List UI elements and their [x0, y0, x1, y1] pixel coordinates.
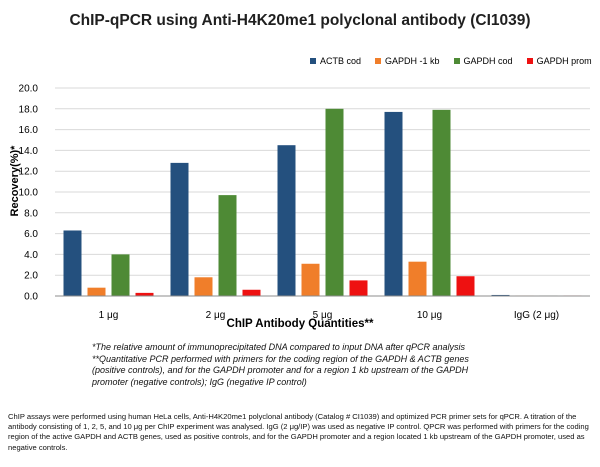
- legend: ACTB cod GAPDH -1 kb GAPDH cod GAPDH prom: [310, 56, 592, 66]
- bar: [301, 263, 320, 296]
- legend-item: GAPDH -1 kb: [375, 56, 440, 66]
- legend-swatch: [453, 58, 460, 64]
- x-axis-label: ChIP Antibody Quantities**: [226, 318, 374, 330]
- gridlines: [55, 87, 590, 276]
- bar: [194, 277, 213, 296]
- x-tick-label: 2 μg: [206, 310, 226, 321]
- bar: [218, 195, 237, 296]
- footnote-line: *The relative amount of immunoprecipitat…: [92, 342, 466, 352]
- y-tick-label: 16.0: [19, 125, 39, 136]
- footnotes: *The relative amount of immunoprecipitat…: [92, 342, 512, 388]
- legend-swatch: [526, 58, 533, 64]
- legend-label: GAPDH -1 kb: [385, 56, 440, 66]
- x-axis-ticks: 1 μg 2 μg 5 μg 10 μg IgG (2 μg): [99, 310, 559, 321]
- bar: [456, 276, 475, 296]
- legend-label: GAPDH cod: [463, 56, 513, 66]
- bar: [63, 230, 82, 296]
- figure-caption: ChIP assays were performed using human H…: [8, 412, 589, 452]
- y-tick-label: 20.0: [19, 84, 39, 95]
- legend-swatch: [375, 58, 382, 64]
- legend-label: ACTB cod: [320, 56, 362, 66]
- x-tick-label: 5 μg: [313, 310, 333, 321]
- y-tick-label: 8.0: [24, 208, 38, 219]
- y-tick-label: 14.0: [19, 146, 39, 157]
- x-tick-label: 1 μg: [99, 310, 119, 321]
- bar: [384, 111, 403, 296]
- y-tick-label: 18.0: [19, 104, 39, 115]
- bar: [432, 109, 451, 296]
- y-tick-label: 0.0: [24, 292, 38, 303]
- x-tick-label: 10 μg: [417, 310, 442, 321]
- legend-item: ACTB cod: [310, 56, 361, 66]
- bar: [135, 292, 154, 296]
- bar: [277, 145, 296, 296]
- footnote-line: **Quantitative PCR performed with primer…: [92, 353, 469, 364]
- bars: [63, 108, 582, 297]
- legend-swatch: [310, 58, 316, 64]
- x-tick-label: IgG (2 μg): [514, 310, 559, 321]
- bar: [170, 162, 189, 296]
- legend-item: GAPDH prom: [526, 56, 592, 66]
- bar: [491, 294, 510, 296]
- legend-item: GAPDH cod: [453, 56, 513, 66]
- y-tick-label: 12.0: [19, 167, 39, 178]
- bar: [111, 254, 130, 296]
- y-tick-label: 6.0: [24, 229, 38, 240]
- y-tick-label: 2.0: [24, 271, 38, 282]
- footnote-line: promoter (negative controls); IgG (negat…: [92, 376, 307, 387]
- bar: [325, 108, 344, 296]
- y-tick-label: 10.0: [19, 188, 39, 199]
- y-axis-ticks: 0.0 2.0 4.0 6.0 8.0 10.0 12.0 14.0 16.0 18.0 20.0: [19, 84, 39, 303]
- footnote-line: (positive controls), and for the GAPDH p…: [92, 365, 469, 375]
- bar: [408, 261, 427, 296]
- bar: [242, 289, 261, 296]
- y-axis-label: Recovery(%)*: [9, 145, 21, 217]
- bar: [87, 287, 106, 296]
- legend-label: GAPDH prom: [536, 56, 592, 66]
- bar: [349, 280, 368, 296]
- chart-title: ChIP-qPCR using Anti-H4K20me1 polyclonal…: [69, 12, 531, 29]
- y-tick-label: 4.0: [24, 250, 38, 261]
